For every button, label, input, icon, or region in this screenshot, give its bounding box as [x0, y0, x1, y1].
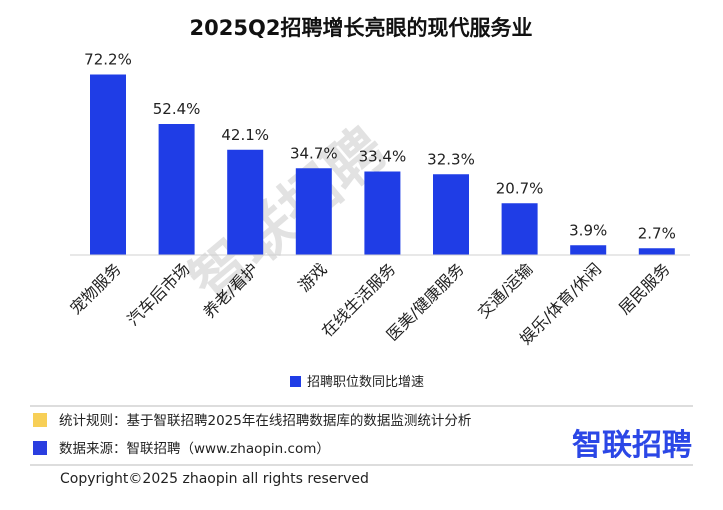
bar-6	[433, 174, 469, 255]
value-label-5: 33.4%	[359, 148, 407, 166]
category-label-7: 交通/运输	[474, 259, 537, 322]
legend-label: 招聘职位数同比增速	[307, 375, 424, 390]
source-text: 数据来源：智联招聘（www.zhaopin.com）	[59, 441, 330, 457]
legend-swatch	[290, 376, 301, 387]
bar-2	[158, 124, 195, 255]
bars: 72.2%宠物服务52.4%汽车后市场42.1%养老/看护34.7%游戏33.4…	[66, 51, 676, 349]
category-label-4: 游戏	[295, 259, 331, 295]
rule-marker	[33, 413, 47, 427]
bar-9	[638, 248, 675, 255]
value-label-4: 34.7%	[290, 144, 338, 162]
value-label-1: 72.2%	[84, 51, 132, 69]
category-label-1: 宠物服务	[66, 259, 125, 318]
bar-5	[364, 171, 401, 255]
value-label-6: 32.3%	[427, 150, 475, 168]
value-label-7: 20.7%	[496, 179, 544, 197]
value-label-3: 42.1%	[221, 126, 269, 144]
value-label-2: 52.4%	[153, 100, 201, 118]
value-label-8: 3.9%	[569, 221, 607, 239]
bar-3	[227, 149, 264, 255]
bar-4	[295, 168, 332, 255]
category-label-9: 居民服务	[615, 259, 674, 318]
copyright-text: Copyright©2025 zhaopin all rights reserv…	[60, 471, 369, 487]
bar-1	[90, 74, 126, 255]
bar-8	[570, 245, 607, 255]
category-label-2: 汽车后市场	[123, 259, 193, 329]
chart-title: 2025Q2招聘增长亮眼的现代服务业	[190, 16, 533, 40]
zhaopin-logo: 智联招聘	[572, 428, 692, 463]
source-marker	[33, 441, 47, 455]
bar-7	[501, 203, 538, 255]
rule-text: 统计规则：基于智联招聘2025年在线招聘数据库的数据监测统计分析	[59, 412, 471, 429]
value-label-9: 2.7%	[638, 224, 676, 242]
